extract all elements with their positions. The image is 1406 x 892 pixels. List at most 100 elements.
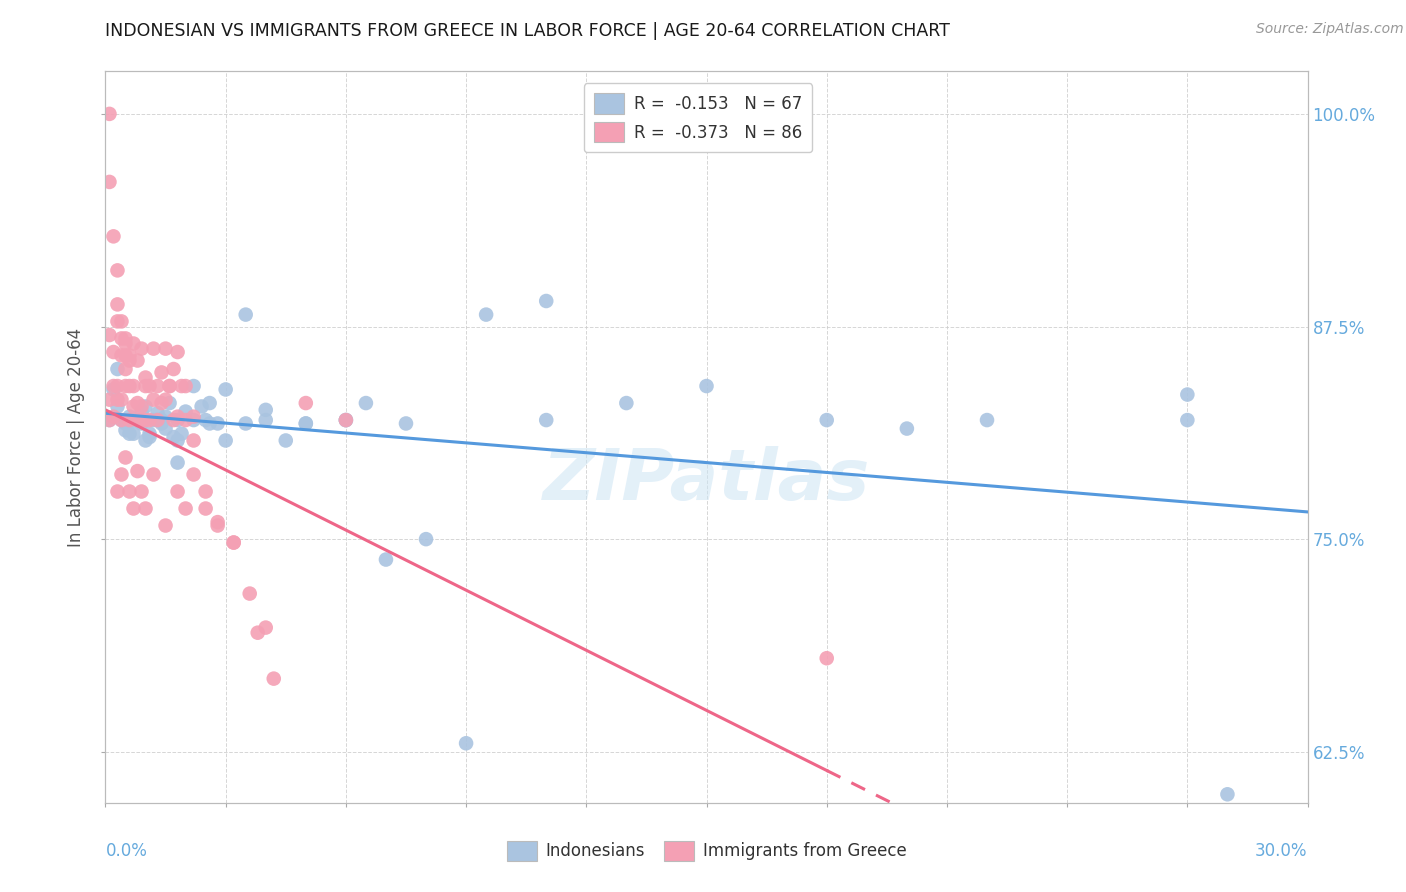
Point xyxy=(170,379,193,393)
Point xyxy=(107,484,129,499)
Point xyxy=(127,464,149,478)
Point xyxy=(295,417,318,431)
Point xyxy=(110,314,132,328)
Point xyxy=(98,392,121,407)
Text: 30.0%: 30.0% xyxy=(1256,842,1308,860)
Point xyxy=(135,434,157,448)
Point xyxy=(118,353,141,368)
Point xyxy=(135,501,157,516)
Point xyxy=(114,362,136,376)
Point xyxy=(131,413,153,427)
Point xyxy=(454,736,477,750)
Point xyxy=(190,400,212,414)
Point xyxy=(107,379,129,393)
Point xyxy=(183,409,205,424)
Point xyxy=(122,501,145,516)
Point xyxy=(118,409,141,424)
Point xyxy=(150,413,173,427)
Point xyxy=(254,402,277,417)
Point xyxy=(194,501,217,516)
Point xyxy=(194,484,217,499)
Point xyxy=(174,379,197,393)
Point xyxy=(155,518,177,533)
Point xyxy=(295,396,318,410)
Point xyxy=(166,434,188,448)
Point xyxy=(142,467,165,482)
Point xyxy=(374,552,398,566)
Point xyxy=(183,434,205,448)
Point xyxy=(1216,787,1239,801)
Point xyxy=(246,625,269,640)
Point xyxy=(150,396,173,410)
Point xyxy=(214,434,236,448)
Point xyxy=(110,413,132,427)
Point xyxy=(174,501,197,516)
Point xyxy=(263,672,285,686)
Point xyxy=(295,417,318,431)
Point xyxy=(815,413,838,427)
Point xyxy=(127,413,149,427)
Point xyxy=(254,621,277,635)
Point xyxy=(135,413,157,427)
Point xyxy=(534,293,557,308)
Point xyxy=(162,413,184,427)
Point xyxy=(194,413,217,427)
Point xyxy=(1177,387,1199,401)
Point xyxy=(183,379,205,393)
Point xyxy=(103,379,125,393)
Point xyxy=(142,342,165,356)
Point xyxy=(155,409,177,424)
Point xyxy=(976,413,998,427)
Text: ZIPatlas: ZIPatlas xyxy=(543,447,870,516)
Point xyxy=(122,336,145,351)
Point xyxy=(110,331,132,345)
Point xyxy=(166,413,188,427)
Point xyxy=(110,392,132,407)
Point xyxy=(98,413,121,427)
Text: Source: ZipAtlas.com: Source: ZipAtlas.com xyxy=(1256,22,1403,37)
Point xyxy=(135,400,157,414)
Point xyxy=(159,396,181,410)
Point xyxy=(114,336,136,351)
Point xyxy=(150,366,173,380)
Point xyxy=(174,404,197,418)
Point xyxy=(162,430,184,444)
Point xyxy=(159,379,181,393)
Point xyxy=(107,263,129,277)
Point xyxy=(183,467,205,482)
Point xyxy=(166,456,188,470)
Point xyxy=(222,535,245,549)
Text: INDONESIAN VS IMMIGRANTS FROM GREECE IN LABOR FORCE | AGE 20-64 CORRELATION CHAR: INDONESIAN VS IMMIGRANTS FROM GREECE IN … xyxy=(105,22,950,40)
Point xyxy=(146,413,169,427)
Point xyxy=(1177,413,1199,427)
Point xyxy=(131,417,153,431)
Point xyxy=(118,426,141,441)
Point xyxy=(155,342,177,356)
Point xyxy=(815,651,838,665)
Point xyxy=(122,426,145,441)
Point xyxy=(222,535,245,549)
Text: 0.0%: 0.0% xyxy=(105,842,148,860)
Point xyxy=(98,175,121,189)
Point xyxy=(103,409,125,424)
Point xyxy=(107,297,129,311)
Point xyxy=(107,362,129,376)
Point xyxy=(150,417,173,431)
Point xyxy=(135,379,157,393)
Point xyxy=(122,379,145,393)
Point xyxy=(415,532,437,546)
Point xyxy=(174,413,197,427)
Point xyxy=(155,392,177,407)
Point xyxy=(207,417,229,431)
Point xyxy=(155,421,177,435)
Point xyxy=(114,379,136,393)
Point xyxy=(114,348,136,362)
Point xyxy=(354,396,377,410)
Point xyxy=(122,413,145,427)
Point xyxy=(166,484,188,499)
Point xyxy=(110,467,132,482)
Point xyxy=(170,426,193,441)
Point xyxy=(122,400,145,414)
Point xyxy=(98,328,121,343)
Point xyxy=(616,396,638,410)
